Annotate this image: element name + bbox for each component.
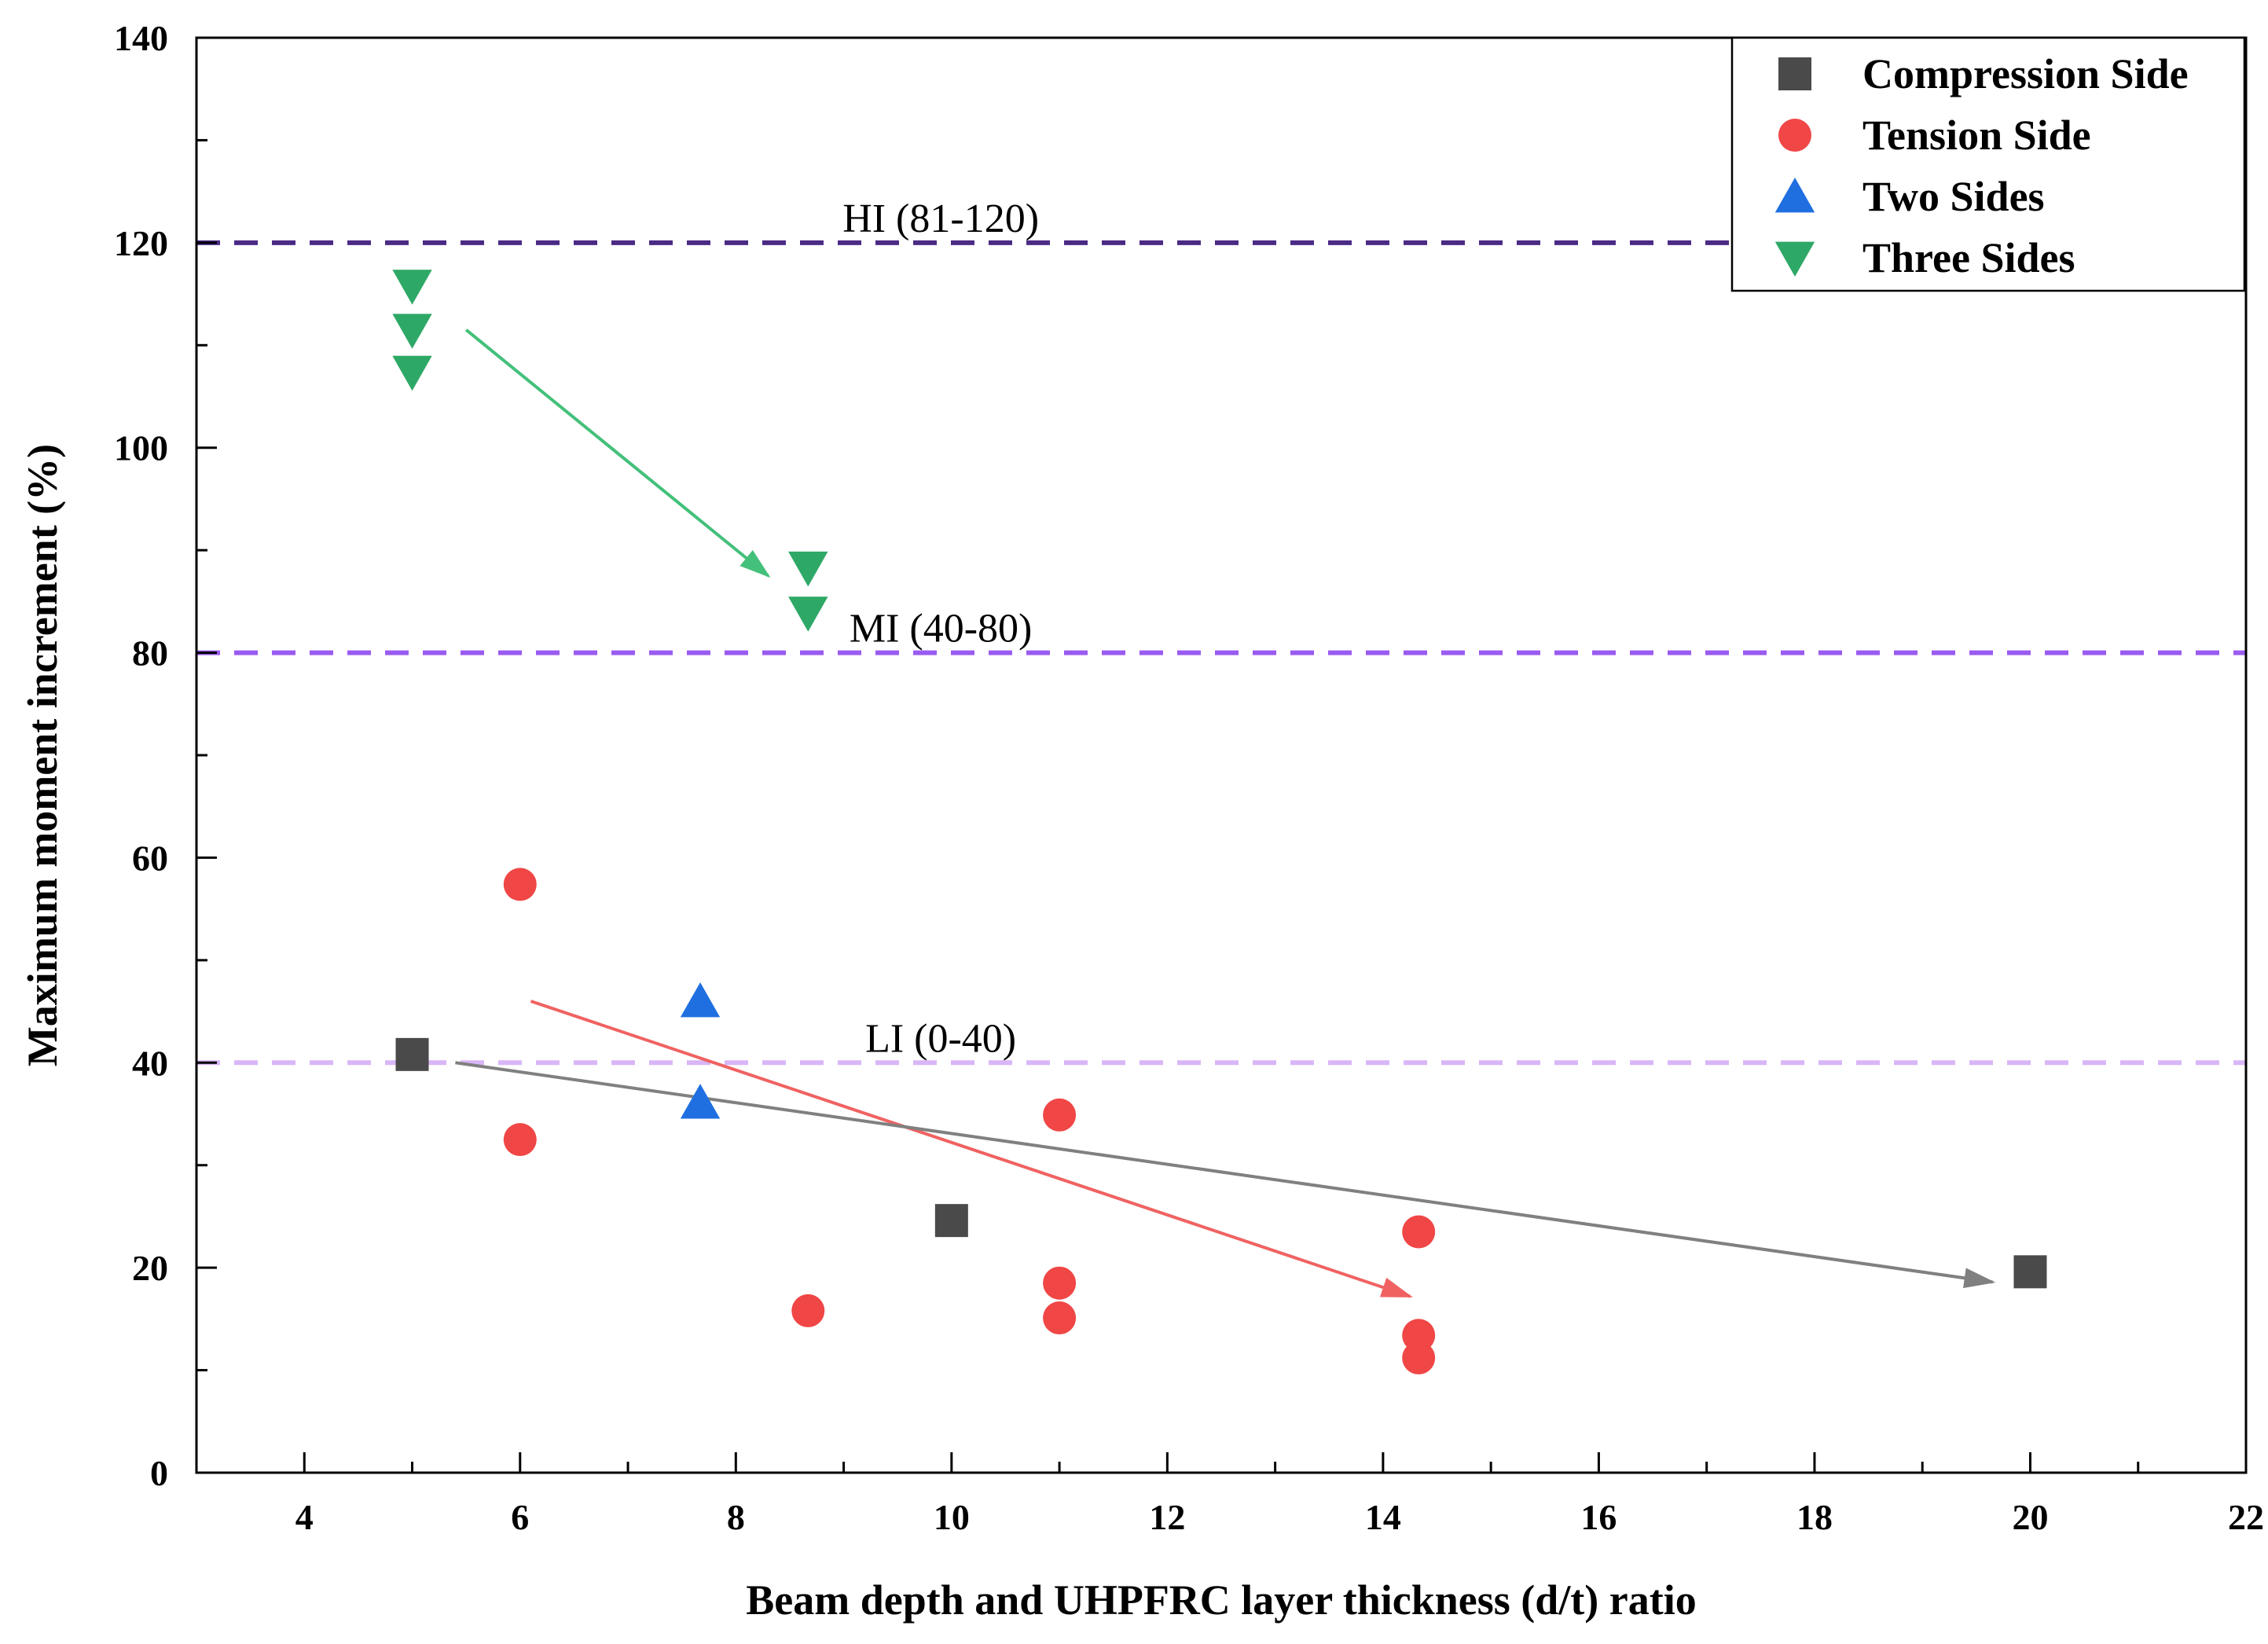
three-sides-point bbox=[788, 551, 828, 587]
y-tick-label: 120 bbox=[114, 223, 168, 263]
tension-side-point bbox=[1402, 1341, 1436, 1374]
x-tick-label: 20 bbox=[2012, 1497, 2048, 1537]
hi-line-label: HI (81-120) bbox=[842, 196, 1039, 241]
legend-compression-side-label: Compression Side bbox=[1862, 50, 2189, 97]
x-tick-label: 6 bbox=[511, 1497, 529, 1537]
tension-side-point bbox=[503, 1123, 537, 1157]
x-tick-label: 8 bbox=[727, 1497, 745, 1537]
legend-tension-side-marker bbox=[1778, 119, 1811, 152]
legend-compression-side-marker bbox=[1778, 57, 1811, 90]
y-tick-label: 40 bbox=[132, 1043, 168, 1083]
legend-three-sides-label: Three Sides bbox=[1862, 234, 2075, 281]
x-tick-label: 18 bbox=[1796, 1497, 1833, 1537]
x-tick-label: 16 bbox=[1580, 1497, 1617, 1537]
y-axis-title: Maximum moment increment (%) bbox=[19, 444, 66, 1066]
three-sides-point bbox=[788, 596, 828, 632]
three-sides-point bbox=[392, 355, 432, 391]
two-sides-point bbox=[680, 1084, 721, 1119]
li-line-label: LI (0-40) bbox=[865, 1016, 1016, 1061]
y-tick-label: 100 bbox=[114, 428, 168, 468]
y-tick-label: 20 bbox=[132, 1248, 168, 1288]
legend-two-sides-marker bbox=[1774, 178, 1815, 213]
x-tick-label: 14 bbox=[1365, 1497, 1401, 1537]
legend-two-sides-label: Two Sides bbox=[1862, 173, 2045, 220]
x-tick-label: 22 bbox=[2228, 1497, 2264, 1537]
tension-side-point bbox=[1402, 1319, 1436, 1352]
y-tick-label: 140 bbox=[114, 18, 168, 58]
x-tick-label: 10 bbox=[934, 1497, 970, 1537]
y-tick-label: 80 bbox=[132, 633, 168, 673]
compression-side-point bbox=[2013, 1255, 2047, 1289]
tension-side-point bbox=[791, 1294, 825, 1327]
compression-side-point bbox=[934, 1204, 968, 1238]
tension-side-point bbox=[1043, 1098, 1077, 1132]
compression-side-point bbox=[395, 1037, 429, 1071]
compression-side-trend bbox=[455, 1061, 1996, 1289]
x-tick-label: 4 bbox=[295, 1497, 314, 1537]
tension-side-trend bbox=[530, 1000, 1414, 1298]
y-tick-label: 0 bbox=[150, 1453, 168, 1493]
tension-side-point bbox=[1043, 1266, 1077, 1300]
three-sides-point bbox=[392, 314, 432, 349]
x-tick-label: 12 bbox=[1149, 1497, 1185, 1537]
legend-tension-side-label: Tension Side bbox=[1862, 112, 2091, 159]
mi-line-label: MI (40-80) bbox=[850, 607, 1033, 651]
legend-three-sides-marker bbox=[1774, 241, 1815, 277]
three-sides-point bbox=[392, 270, 432, 305]
tension-side-point bbox=[1402, 1215, 1436, 1249]
y-tick-label: 60 bbox=[132, 838, 168, 878]
tension-side-point bbox=[1043, 1301, 1077, 1335]
x-axis-title: Beam depth and UHPFRC layer thickness (d… bbox=[746, 1576, 1697, 1624]
three-sides-trend bbox=[464, 328, 771, 578]
tension-side-point bbox=[503, 868, 537, 901]
two-sides-point bbox=[680, 982, 721, 1018]
legend-box bbox=[1730, 36, 2246, 292]
